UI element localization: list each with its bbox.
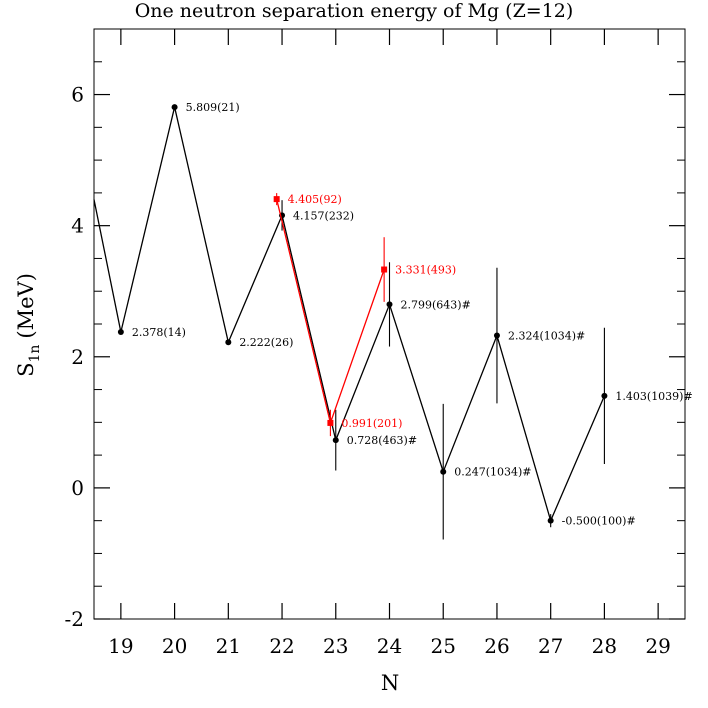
- data-point: [117, 328, 124, 335]
- x-tick-label: 23: [323, 634, 348, 658]
- data-label: 1.403(1039)#: [615, 390, 692, 403]
- data-point: [327, 419, 334, 426]
- x-tick-label: 20: [162, 634, 187, 658]
- data-point: [273, 196, 280, 203]
- data-label: 4.157(232): [293, 209, 354, 222]
- x-tick-label: 28: [592, 634, 617, 658]
- x-tick-label: 29: [645, 634, 670, 658]
- data-label: 2.378(14): [132, 326, 186, 339]
- chart-title: One neutron separation energy of Mg (Z=1…: [135, 0, 574, 22]
- y-axis-label-unit: (MeV): [14, 273, 38, 338]
- data-label: -0.500(100)#: [562, 515, 636, 528]
- data-point: [225, 339, 232, 346]
- y-tick-label: -2: [65, 607, 84, 631]
- data-point: [601, 392, 608, 399]
- data-label: 2.324(1034)#: [508, 330, 585, 343]
- data-label: 3.331(493): [395, 264, 456, 277]
- x-tick-label: 19: [108, 634, 133, 658]
- series-line: [276, 198, 385, 426]
- x-tick-label: 21: [216, 634, 241, 658]
- series-1: 4.405(92) 0.991(201) 3.331(493): [273, 193, 456, 437]
- data-label: 5.809(21): [186, 101, 240, 114]
- data-point: [171, 104, 178, 111]
- y-tick-label: 6: [71, 83, 84, 107]
- data-point: [386, 301, 393, 308]
- x-tick-label: 24: [377, 634, 402, 658]
- data-label: 4.405(92): [288, 193, 342, 206]
- y-tick-label: 4: [71, 214, 84, 238]
- data-point: [381, 266, 388, 273]
- data-label: 0.991(201): [341, 417, 402, 430]
- y-axis-label-sub: 1n: [27, 345, 43, 363]
- y-axis-label-main: S: [14, 363, 38, 377]
- series-0: 2.378(14) 5.809(21) 2.222(26) 4.157(232) 0.7…: [93, 101, 693, 540]
- x-tick-label: 25: [431, 634, 456, 658]
- series-layer: 2.378(14) 5.809(21) 2.222(26) 4.157(232) 0.7…: [93, 101, 693, 540]
- axis-ticks: [94, 28, 685, 620]
- x-axis-label: N: [381, 671, 399, 695]
- x-tick-label: 22: [269, 634, 294, 658]
- data-label: 2.222(26): [239, 336, 293, 349]
- data-label: 0.728(463)#: [347, 434, 417, 447]
- data-label: 2.799(643)#: [401, 298, 471, 311]
- data-point: [332, 437, 339, 444]
- x-tick-label: 27: [538, 634, 563, 658]
- y-tick-label: 0: [71, 476, 84, 500]
- y-axis-label: S1n (MeV): [14, 273, 43, 377]
- series-line: [93, 106, 606, 523]
- data-point: [493, 332, 500, 339]
- x-tick-label: 26: [484, 634, 509, 658]
- data-point: [547, 517, 554, 524]
- data-point: [440, 468, 447, 475]
- y-tick-label: 2: [71, 345, 84, 369]
- data-label: 0.247(1034)#: [454, 466, 531, 479]
